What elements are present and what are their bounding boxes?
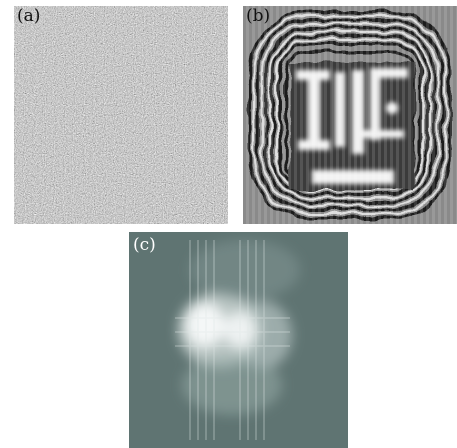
panel-label: (b) bbox=[246, 6, 270, 26]
panel-c: (c) bbox=[129, 232, 348, 448]
figure: (a) bbox=[0, 0, 457, 448]
panel-label: (a) bbox=[17, 6, 40, 26]
noise-image bbox=[14, 6, 228, 224]
panel-label: (c) bbox=[133, 235, 156, 255]
panel-b: (b) bbox=[243, 6, 457, 224]
panel-a: (a) bbox=[14, 6, 228, 224]
